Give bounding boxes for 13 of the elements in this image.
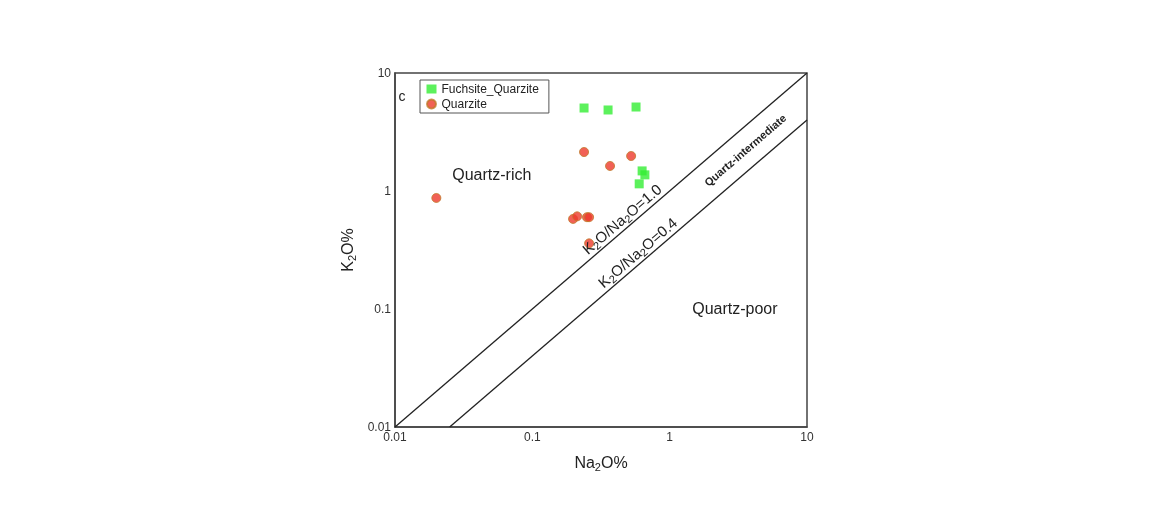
x-tick-label: 0.1 [523, 430, 541, 444]
annotation: c [398, 88, 406, 105]
y-tick-label: 0.1 [374, 302, 392, 316]
y-tick-label: 10 [377, 66, 392, 80]
y-axis-title: K2O% [339, 228, 358, 272]
legend-label: Quarzite [441, 97, 488, 111]
legend-label: Fuchsite_Quarzite [441, 82, 540, 96]
x-tick-label: 10 [800, 430, 814, 444]
x-tick-label: 1 [666, 430, 674, 444]
annotation: Quartz-rich [452, 166, 532, 184]
y-tick-label: 1 [384, 184, 392, 198]
y-tick-label: 0.01 [367, 420, 392, 434]
annotation: Quartz-poor [692, 299, 779, 317]
